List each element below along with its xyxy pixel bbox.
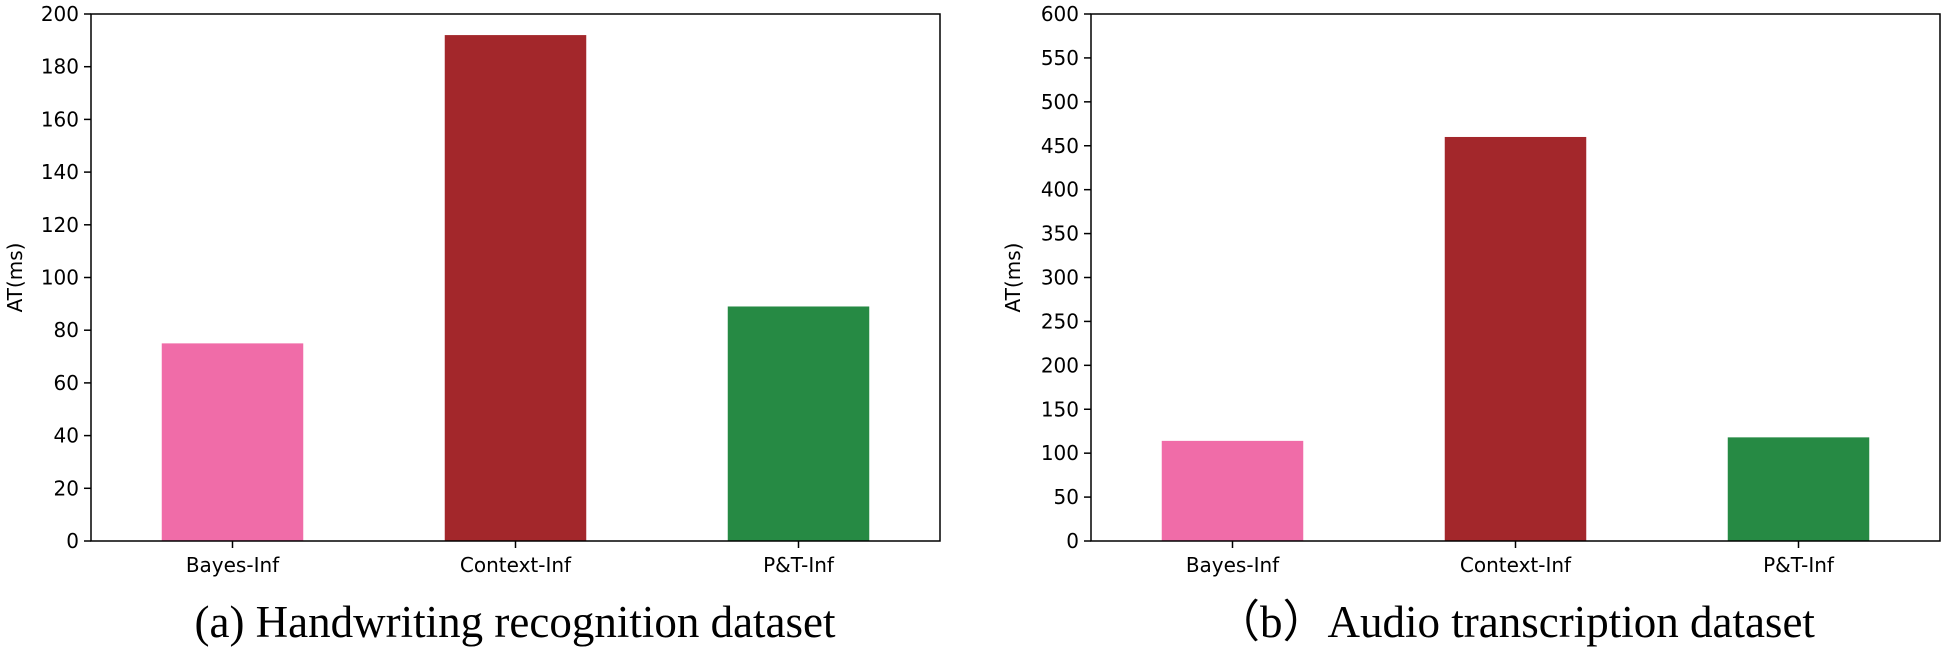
chart-handwriting: 0 20 40 60 80 100 120 140 160 180 200 Bayes-Inf Cont…	[3, 2, 941, 647]
y-tick-label: 400	[1041, 178, 1079, 202]
y-tick-label: 500	[1041, 90, 1079, 114]
x-tick-label: Bayes-Inf	[186, 553, 280, 577]
y-tick-label: 160	[41, 107, 79, 131]
y-axis-label: AT(ms)	[3, 243, 27, 313]
x-tick-label: Context-Inf	[1460, 553, 1572, 577]
y-tick-label: 300	[1041, 266, 1079, 290]
bar-bayes-inf	[1161, 440, 1304, 541]
y-tick-label: 250	[1041, 309, 1079, 333]
y-tick-label: 550	[1041, 46, 1079, 70]
y-tick-label: 120	[41, 213, 79, 237]
bar-context-inf	[1444, 136, 1587, 541]
y-tick-label: 350	[1041, 222, 1079, 246]
chart-caption: （b）Audio transcription dataset	[1215, 597, 1815, 647]
y-tick-label: 60	[54, 371, 79, 395]
bar-p-t-inf	[727, 306, 870, 541]
y-tick-label: 200	[41, 2, 79, 26]
chart-caption: (a) Handwriting recognition dataset	[194, 597, 836, 647]
chart-audio: 0 50 100 150 200 250 300 350 400 450 500 550 600 Baye…	[1001, 2, 1941, 647]
y-tick-label: 20	[54, 476, 79, 500]
y-tick-label: 100	[41, 266, 79, 290]
bar-bayes-inf	[161, 343, 304, 541]
y-tick-label: 150	[1041, 397, 1079, 421]
y-tick-label: 600	[1041, 2, 1079, 26]
y-tick-label: 40	[54, 424, 79, 448]
y-tick-label: 0	[1066, 529, 1079, 553]
bar-p-t-inf	[1727, 437, 1870, 541]
y-tick-label: 100	[1041, 441, 1079, 465]
x-tick-label: Bayes-Inf	[1186, 553, 1280, 577]
y-tick-label: 0	[66, 529, 79, 553]
y-tick-label: 140	[41, 160, 79, 184]
x-tick-label: Context-Inf	[460, 553, 572, 577]
y-tick-label: 80	[54, 318, 79, 342]
y-tick-label: 200	[1041, 353, 1079, 377]
y-tick-label: 450	[1041, 134, 1079, 158]
x-tick-label: P&T-Inf	[1763, 553, 1835, 577]
y-axis-label: AT(ms)	[1001, 243, 1025, 313]
y-tick-label: 50	[1054, 485, 1079, 509]
bar-context-inf	[444, 35, 587, 541]
x-tick-label: P&T-Inf	[763, 553, 835, 577]
y-tick-label: 180	[41, 55, 79, 79]
